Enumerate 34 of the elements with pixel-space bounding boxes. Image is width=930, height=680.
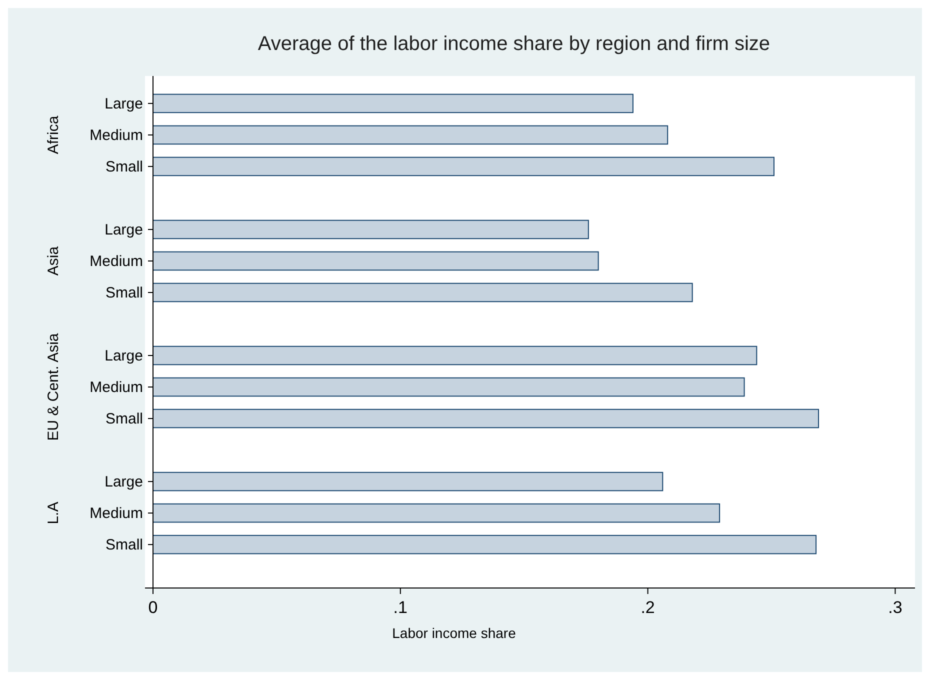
y-tick-label: Small xyxy=(105,410,143,428)
y-tick-label: Large xyxy=(104,221,143,238)
y-tick-label: Large xyxy=(104,474,143,491)
bar xyxy=(152,408,820,428)
bar xyxy=(152,125,668,145)
x-tick-label: .2 xyxy=(640,598,655,617)
bar xyxy=(152,220,589,240)
bar xyxy=(152,377,745,397)
bar xyxy=(152,251,599,271)
bar xyxy=(152,346,758,366)
x-tick-label: .1 xyxy=(393,598,408,617)
text: Africa xyxy=(45,115,62,154)
y-tick-label: Small xyxy=(105,284,143,302)
text: L.A xyxy=(45,502,62,524)
y-tick-label: Small xyxy=(105,158,143,176)
y-tick-label: Medium xyxy=(90,379,143,396)
bar xyxy=(152,156,774,176)
y-tick-label: Small xyxy=(105,536,143,554)
bar xyxy=(152,94,634,114)
y-tick-label: Medium xyxy=(90,126,143,144)
bar xyxy=(152,503,720,523)
bar xyxy=(152,534,817,554)
x-tick-label: 0 xyxy=(148,598,158,617)
y-tick-label: Medium xyxy=(90,252,143,270)
y-tick-label: Large xyxy=(104,348,143,365)
text: EU & Cent. Asia xyxy=(45,332,62,441)
bar xyxy=(152,472,664,492)
chart-title: Average of the labor income share by region and firm size xyxy=(258,33,770,55)
y-tick-label: Medium xyxy=(90,505,143,522)
x-tick-label: .3 xyxy=(888,598,902,617)
bar xyxy=(152,282,693,302)
y-tick-label: Large xyxy=(104,95,143,112)
x-axis-title: Labor income share xyxy=(392,625,516,641)
text: Asia xyxy=(45,246,62,276)
